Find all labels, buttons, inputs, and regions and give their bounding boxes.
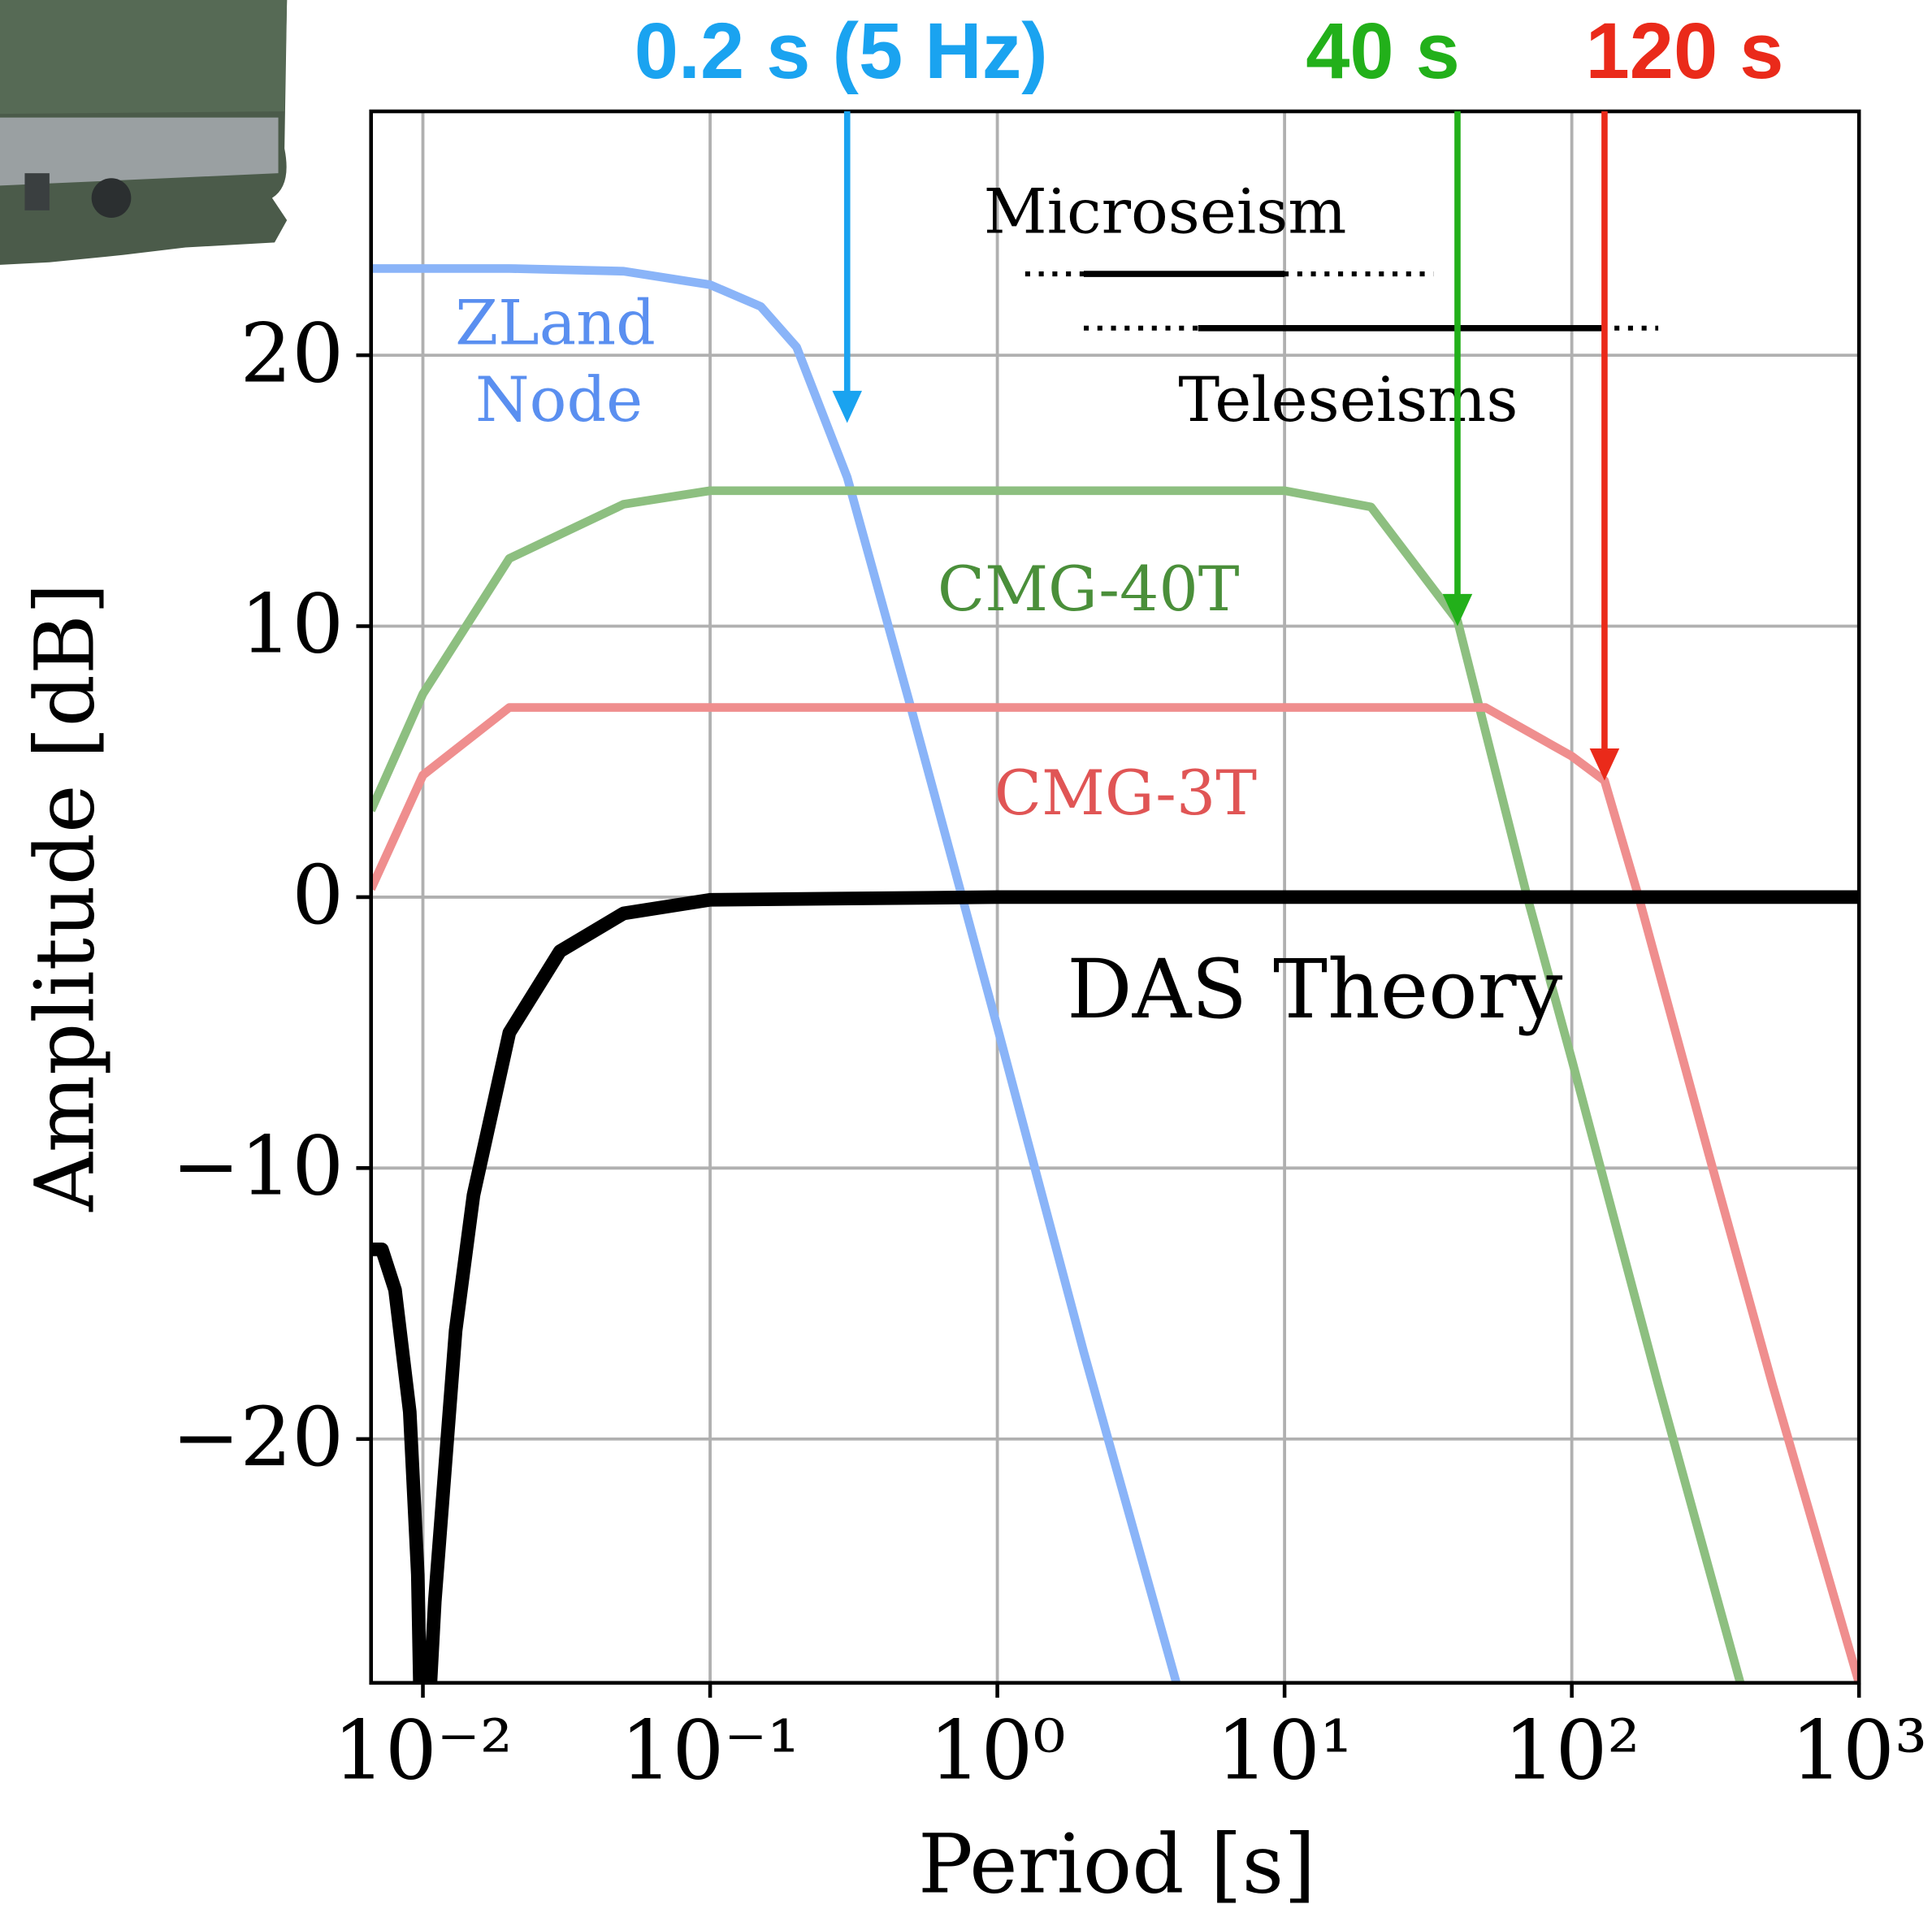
y-tick-label: 20 [240,306,344,401]
series-label: ZLand [455,286,656,358]
x-tick-label: 10¹ [1216,1703,1353,1798]
annotation-label: 0.2 s (5 Hz) [635,7,1048,95]
x-axis-label: Period [s] [918,1816,1315,1911]
x-tick-label: 10² [1504,1703,1640,1798]
series-label: CMG-3T [994,757,1257,829]
series-label: DAS Theory [1067,942,1563,1037]
series-line [370,703,1860,1683]
plot-frame [369,109,1861,1685]
series-label: CMG-40T [938,553,1240,625]
x-tick-label: 10⁻² [333,1703,513,1798]
band-label: Microseism [984,175,1347,247]
series-line [370,264,1181,1683]
band-label: Teleseisms [1178,363,1518,436]
y-axis-label: Amplitude [dB] [17,583,112,1212]
series-line [370,890,1860,1683]
annotation-label: 40 s [1306,7,1460,95]
y-tick-label: −20 [171,1390,344,1485]
arrow-head [1589,748,1620,781]
series-label: Node [475,363,643,436]
y-tick-label: 10 [240,577,344,672]
instrument-photo [0,0,288,265]
lines [370,264,1860,1683]
x-tick-label: 10⁻¹ [620,1703,799,1798]
labels: 10⁻² 10⁻¹ 10⁰ 10¹ 10² 10³ −20 −10 0 10 20 ZLandNode… [171,175,1927,1798]
arrow-head [832,390,862,423]
y-tick-label: −10 [171,1119,344,1214]
annotation-label: 120 s [1586,7,1784,95]
series-line [370,486,1745,1683]
x-tick-label: 10³ [1791,1703,1927,1798]
x-tick-label: 10⁰ [929,1703,1066,1798]
arrow-head [1442,593,1473,627]
y-tick-label: 0 [292,848,344,943]
